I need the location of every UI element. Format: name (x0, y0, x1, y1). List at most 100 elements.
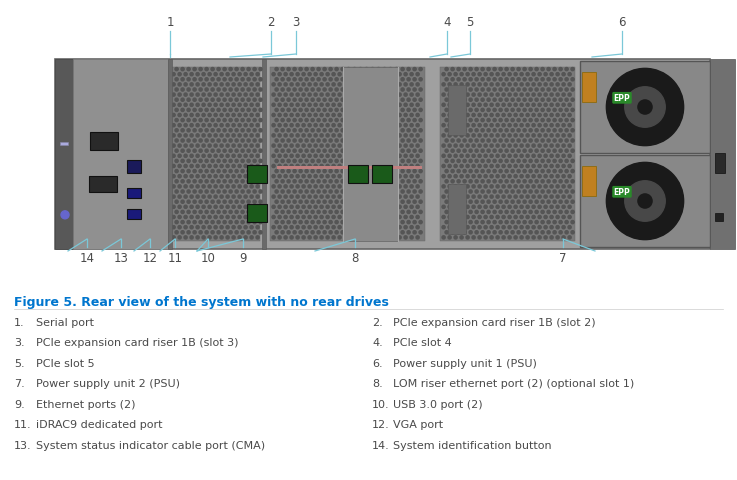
Circle shape (326, 134, 329, 138)
Circle shape (466, 216, 469, 219)
Circle shape (187, 211, 190, 214)
Circle shape (211, 150, 214, 153)
Circle shape (317, 119, 320, 122)
Circle shape (229, 191, 232, 194)
Circle shape (380, 134, 383, 138)
Bar (715, 213, 723, 221)
Circle shape (499, 160, 502, 163)
Circle shape (454, 124, 457, 128)
Circle shape (547, 231, 551, 234)
Circle shape (365, 99, 368, 102)
Circle shape (487, 160, 490, 163)
Circle shape (544, 104, 547, 107)
Circle shape (398, 236, 401, 240)
Circle shape (338, 104, 341, 107)
Circle shape (259, 130, 262, 132)
Circle shape (187, 191, 190, 194)
Circle shape (383, 89, 386, 92)
Circle shape (472, 226, 475, 229)
Circle shape (478, 134, 481, 138)
Circle shape (553, 201, 556, 204)
Circle shape (272, 114, 275, 117)
Circle shape (223, 99, 226, 102)
Circle shape (253, 99, 256, 102)
Circle shape (389, 221, 392, 224)
Circle shape (293, 211, 296, 214)
Circle shape (571, 150, 574, 153)
Circle shape (547, 170, 551, 173)
Circle shape (362, 104, 366, 107)
Circle shape (187, 150, 190, 153)
Circle shape (529, 221, 532, 224)
Circle shape (401, 99, 404, 102)
Circle shape (487, 130, 490, 132)
Circle shape (547, 150, 551, 153)
Circle shape (326, 84, 329, 87)
Circle shape (484, 144, 487, 148)
Circle shape (214, 84, 217, 87)
Circle shape (259, 99, 262, 102)
Circle shape (451, 231, 454, 234)
Circle shape (181, 201, 184, 204)
Circle shape (463, 231, 467, 234)
Circle shape (250, 134, 254, 138)
Circle shape (199, 79, 202, 82)
Circle shape (238, 216, 241, 219)
Circle shape (535, 109, 538, 112)
Circle shape (202, 175, 205, 179)
Circle shape (571, 221, 574, 224)
Circle shape (302, 226, 305, 229)
Circle shape (308, 195, 311, 199)
Circle shape (508, 216, 511, 219)
Circle shape (229, 89, 232, 92)
Circle shape (371, 150, 374, 153)
Circle shape (341, 89, 344, 92)
Circle shape (241, 130, 244, 132)
Circle shape (356, 226, 359, 229)
Circle shape (362, 73, 366, 77)
Circle shape (359, 79, 362, 82)
Bar (715, 154, 725, 174)
Circle shape (244, 216, 247, 219)
Circle shape (235, 89, 238, 92)
Circle shape (392, 206, 395, 209)
Circle shape (247, 191, 250, 194)
Circle shape (220, 236, 223, 240)
Circle shape (466, 165, 469, 168)
Circle shape (299, 140, 302, 143)
Circle shape (374, 94, 377, 97)
Circle shape (178, 185, 181, 189)
Circle shape (559, 99, 562, 102)
Circle shape (493, 211, 496, 214)
Circle shape (466, 73, 469, 77)
Circle shape (362, 144, 366, 148)
Circle shape (547, 140, 551, 143)
Circle shape (451, 79, 454, 82)
Circle shape (392, 134, 395, 138)
Circle shape (253, 231, 256, 234)
Circle shape (220, 124, 223, 128)
Circle shape (190, 114, 193, 117)
Circle shape (247, 68, 250, 72)
Circle shape (281, 130, 284, 132)
Wedge shape (645, 202, 657, 236)
Circle shape (410, 84, 413, 87)
Circle shape (460, 226, 463, 229)
Circle shape (374, 185, 377, 189)
Circle shape (178, 165, 181, 168)
Circle shape (250, 185, 254, 189)
Bar (582, 73, 596, 103)
Circle shape (178, 226, 181, 229)
Circle shape (490, 124, 493, 128)
Circle shape (532, 175, 535, 179)
Circle shape (538, 73, 541, 77)
Circle shape (175, 68, 178, 72)
Circle shape (466, 94, 469, 97)
Circle shape (520, 206, 523, 209)
Circle shape (407, 191, 411, 194)
Circle shape (208, 124, 212, 128)
Circle shape (535, 170, 538, 173)
Circle shape (484, 226, 487, 229)
Circle shape (247, 180, 250, 183)
Circle shape (232, 165, 235, 168)
